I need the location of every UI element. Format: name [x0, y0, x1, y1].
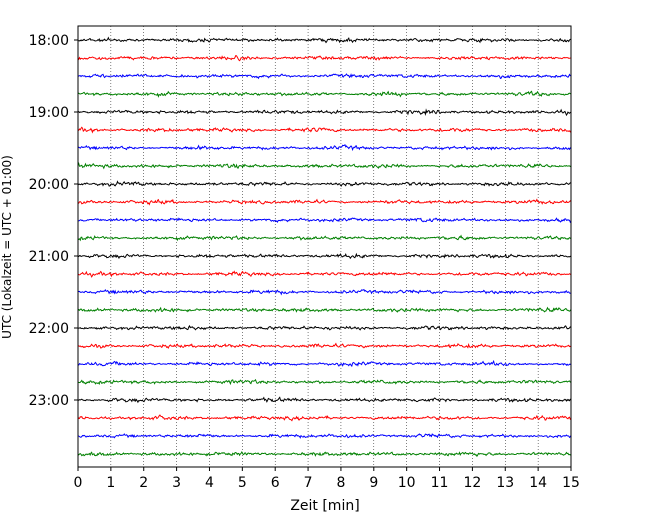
- trace-line: [77, 198, 572, 206]
- y-axis: 18:00 19:00 20:00 21:00 22:00 23:00: [29, 33, 78, 409]
- x-axis-label: Zeit [min]: [290, 498, 359, 514]
- trace-line: [77, 414, 572, 422]
- trace-line: [77, 433, 572, 439]
- x-tick-label: 8: [336, 475, 345, 491]
- trace-line: [77, 55, 572, 62]
- trace-line: [77, 378, 572, 386]
- x-axis: 0 1 2 3 4 5 6 7 8 9 10 11 12 13 14 15: [74, 467, 580, 491]
- y-tick-label: 20:00: [29, 177, 69, 193]
- x-tick-label: 6: [271, 475, 280, 491]
- trace-line: [77, 126, 572, 134]
- y-axis-label: UTC (Lokalzeit = UTC + 01:00): [0, 155, 14, 339]
- trace-line: [77, 162, 572, 170]
- trace-line: [77, 342, 572, 349]
- trace-line: [77, 234, 572, 242]
- trace-line: [77, 73, 572, 80]
- x-tick-label: 5: [238, 475, 247, 491]
- trace-line: [77, 217, 572, 224]
- trace-line: [77, 270, 572, 278]
- x-tick-label: 14: [529, 475, 547, 491]
- y-tick-label: 23:00: [29, 393, 69, 409]
- y-tick-label: 21:00: [29, 249, 69, 265]
- x-tick-label: 2: [139, 475, 148, 491]
- x-tick-label: 9: [369, 475, 378, 491]
- x-tick-label: 3: [172, 475, 181, 491]
- y-tick-label: 22:00: [29, 321, 69, 337]
- x-tick-label: 13: [496, 475, 514, 491]
- trace-line: [77, 252, 572, 260]
- trace-line: [77, 90, 572, 98]
- x-tick-label: 4: [205, 475, 214, 491]
- x-tick-label: 1: [106, 475, 115, 491]
- trace-line: [77, 180, 572, 187]
- trace-line: [77, 288, 572, 296]
- x-tick-label: 7: [304, 475, 313, 491]
- x-tick-label: 12: [463, 475, 481, 491]
- x-tick-label: 0: [74, 475, 83, 491]
- trace-line: [77, 359, 572, 368]
- traces: [77, 36, 572, 458]
- x-tick-label: 11: [431, 475, 449, 491]
- plot-frame: [77, 25, 572, 468]
- trace-line: [77, 36, 572, 44]
- x-tick-label: 15: [562, 475, 580, 491]
- y-tick-label: 18:00: [29, 33, 69, 49]
- trace-line: [77, 306, 572, 313]
- trace-line: [77, 144, 572, 152]
- trace-line: [77, 324, 572, 331]
- trace-line: [77, 450, 572, 458]
- trace-line: [77, 108, 572, 117]
- y-tick-label: 19:00: [29, 105, 69, 121]
- x-tick-label: 10: [398, 475, 416, 491]
- trace-line: [77, 396, 572, 404]
